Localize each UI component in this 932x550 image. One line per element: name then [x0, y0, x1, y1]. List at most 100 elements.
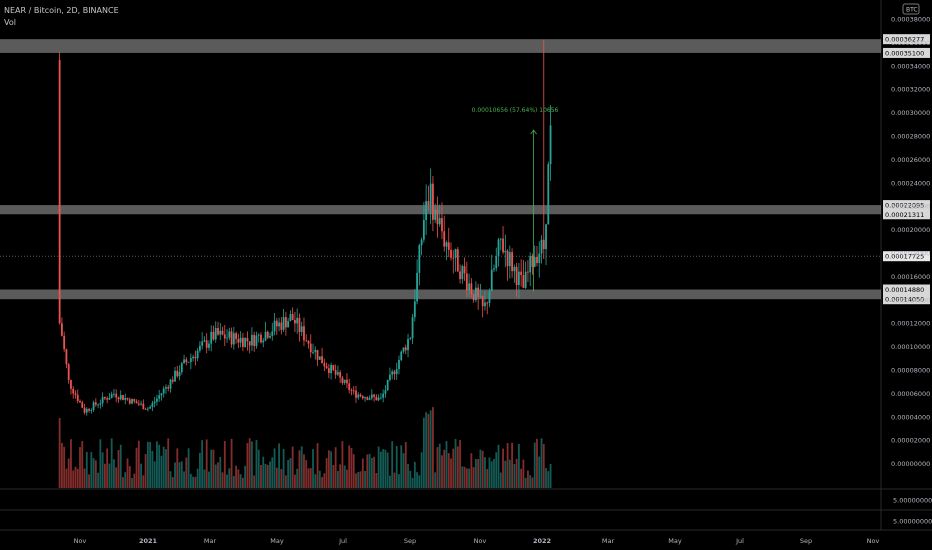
candle-body: [294, 319, 296, 324]
volume-bar: [235, 465, 237, 488]
volume-bar: [253, 475, 256, 488]
candle-body: [156, 398, 158, 402]
time-axis-label: Nov: [74, 537, 87, 545]
volume-bar: [447, 453, 450, 488]
volume-bar: [303, 454, 305, 488]
price-label-text: 0.00035100: [885, 49, 924, 57]
volume-bar: [70, 439, 72, 488]
candle-body: [212, 331, 215, 340]
price-label-badge: [883, 47, 930, 58]
volume-bar: [468, 468, 471, 488]
candle-body: [160, 393, 163, 396]
volume-bar: [88, 474, 90, 488]
volume-bar: [527, 470, 529, 488]
volume-bar: [251, 441, 253, 488]
volume-bar: [531, 477, 534, 488]
candle-body: [117, 397, 120, 400]
volume-bar: [298, 450, 301, 488]
volume-bar: [454, 439, 457, 488]
price-tick-label: 0.00014000: [891, 296, 930, 304]
volume-bar: [504, 460, 507, 488]
volume-bar: [266, 464, 269, 488]
price-tick-label: 0.00000000: [891, 460, 930, 468]
volume-tick-label: 5.00000000: [893, 518, 932, 526]
volume-bar: [337, 470, 339, 488]
volume-bar: [76, 468, 79, 488]
candle-body: [318, 356, 321, 360]
candle-body: [264, 331, 267, 341]
volume-bar: [146, 441, 149, 488]
candle-body: [90, 409, 93, 411]
candle-body: [332, 364, 335, 371]
currency-button[interactable]: [902, 3, 920, 15]
candle-body: [307, 340, 310, 344]
volume-bar: [167, 438, 170, 488]
candle-body: [67, 364, 70, 381]
candle-body: [391, 371, 394, 375]
volume-bar: [305, 460, 308, 488]
volume-bar: [416, 472, 418, 488]
volume-bar: [58, 418, 61, 488]
volume-indicator-label[interactable]: Vol: [4, 18, 16, 27]
candle-body: [248, 341, 251, 346]
volume-bar: [63, 446, 66, 488]
candle-body: [377, 397, 380, 401]
candle-body: [450, 249, 452, 258]
volume-bar: [171, 477, 174, 488]
price-tick-label: 0.00032000: [891, 86, 930, 94]
candle-body: [94, 402, 97, 405]
candle-body: [531, 256, 534, 267]
volume-bar: [269, 461, 271, 488]
candle-body: [327, 368, 330, 374]
candle-body: [339, 372, 342, 378]
candle-body: [404, 347, 407, 351]
candle-body: [484, 302, 486, 307]
volume-bar: [85, 451, 88, 488]
volume-bar: [404, 441, 407, 488]
candle-body: [314, 349, 317, 353]
volume-bar: [484, 457, 486, 488]
price-label-text: 0.00036277: [885, 36, 924, 44]
candle-body: [189, 358, 192, 362]
candle-body: [361, 396, 364, 399]
candle-body: [201, 341, 204, 346]
volume-bar: [124, 472, 127, 488]
volume-bar: [128, 466, 131, 488]
candle-body: [490, 269, 493, 292]
price-label-text: 0.00014050: [885, 296, 924, 304]
volume-bar: [189, 473, 192, 488]
candle-body: [386, 379, 389, 391]
volume-bar: [488, 457, 491, 488]
axes: 0.00038000 0.00036000 0.00034000 0.00032000…: [74, 3, 932, 545]
volume-bar: [524, 477, 527, 488]
volume-bar: [533, 442, 536, 488]
volume-bar: [432, 407, 434, 488]
volume-bar: [278, 443, 280, 488]
candle-body: [402, 347, 405, 352]
candle-body: [110, 394, 113, 398]
volume-bar: [97, 472, 99, 488]
volume-bar: [101, 452, 104, 488]
candle-body: [146, 408, 149, 410]
volume-bar: [142, 475, 145, 488]
candle-body: [260, 334, 262, 343]
candle-body: [359, 394, 362, 397]
candle-body: [217, 327, 219, 335]
volume-bar: [208, 471, 210, 488]
volume-bar: [321, 477, 323, 488]
price-label-badge: [883, 209, 930, 220]
volume-bar: [490, 461, 493, 488]
candle-body: [291, 314, 294, 320]
volume-bar: [470, 453, 473, 488]
candle-body: [436, 209, 439, 225]
candle-body: [488, 291, 491, 303]
candle-body: [257, 334, 260, 336]
volume-bar: [325, 458, 328, 488]
volume-bar: [244, 465, 247, 488]
candle-body: [429, 183, 432, 206]
volume-bar: [226, 474, 228, 488]
volume-tick-label: 5.00000000: [893, 497, 932, 505]
volume-bar: [355, 473, 357, 488]
candle-body: [58, 59, 61, 324]
